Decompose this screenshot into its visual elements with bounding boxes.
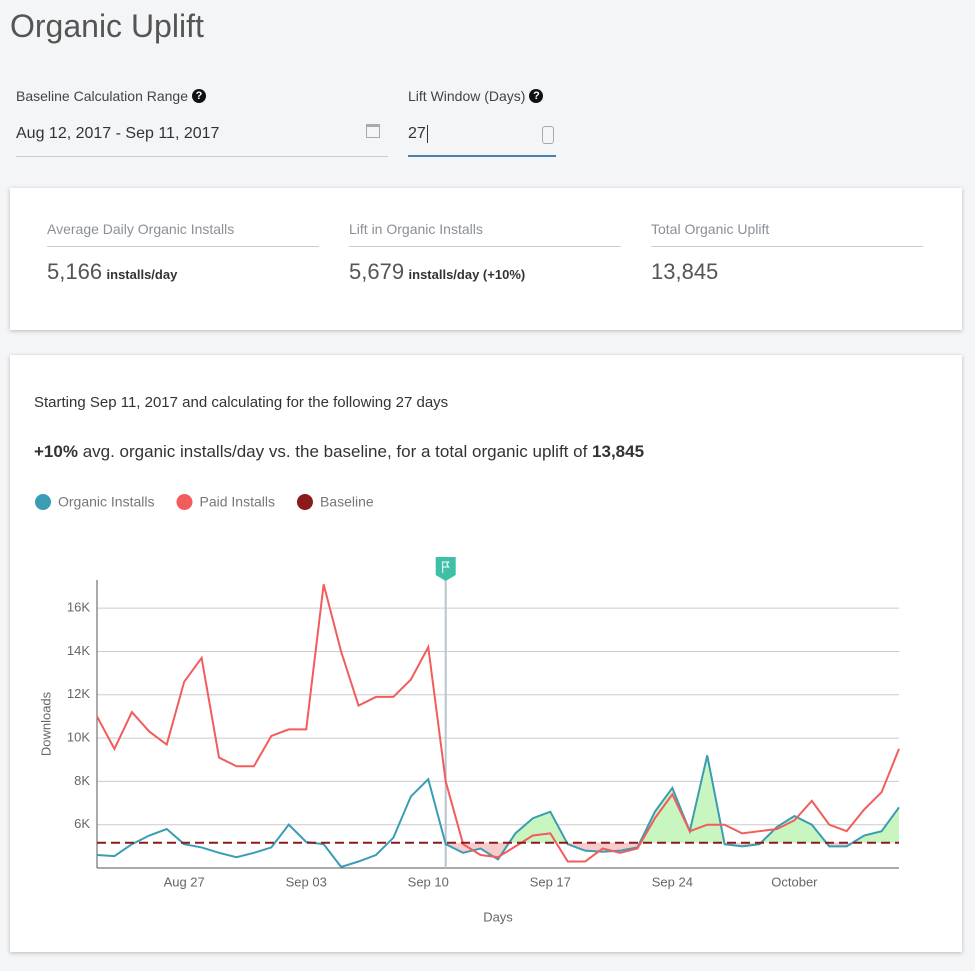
spinner[interactable] [542, 126, 554, 144]
lift-label: Lift Window (Days)? [408, 88, 544, 104]
stat-label: Lift in Organic Installs [349, 221, 621, 247]
x-tick-label: October [771, 874, 818, 889]
stats-card [10, 188, 962, 330]
legend-marker [176, 494, 193, 510]
legend-marker [35, 494, 51, 510]
start-flag [435, 557, 456, 581]
y-tick-label: 12K [67, 686, 90, 701]
series-line [96, 584, 900, 863]
legend-label: Paid Installs [199, 494, 274, 510]
summary-headline: +10% avg. organic installs/day vs. the b… [34, 442, 644, 462]
series-line [96, 755, 900, 869]
calendar-icon[interactable] [366, 124, 380, 138]
stat: Lift in Organic Installs 5,679 installs/… [349, 221, 621, 285]
baseline-label: Baseline Calculation Range? [16, 88, 206, 104]
stat: Total Organic Uplift 13,845 [651, 221, 923, 285]
input-underline [16, 156, 388, 157]
flag-icon [442, 561, 450, 573]
help-icon[interactable]: ? [529, 89, 544, 103]
stat-label: Average Daily Organic Installs [47, 221, 319, 247]
input-underline [408, 155, 556, 157]
y-tick-label: 6K [74, 816, 90, 831]
lift-window[interactable]: 27 [408, 125, 428, 143]
x-tick-label: Aug 27 [164, 874, 205, 889]
y-tick-label: 8K [74, 773, 90, 788]
total-uplift: 13,845 [592, 442, 645, 461]
summary-line: Starting Sep 11, 2017 and calculating fo… [34, 394, 449, 411]
legend-label: Baseline [320, 494, 374, 510]
y-tick-label: 14K [67, 643, 90, 658]
x-tick-label: Sep 17 [530, 874, 571, 889]
baseline-range[interactable]: Aug 12, 2017 - Sep 11, 2017 [16, 125, 220, 142]
y-tick-label: 16K [67, 600, 90, 615]
x-tick-label: Sep 03 [286, 874, 327, 889]
stat-value: 13,845 [651, 259, 719, 284]
uplift-area [445, 755, 899, 843]
y-axis-title: Downloads [38, 691, 53, 756]
stat-value: 5,679 [349, 259, 405, 284]
legend-label: Organic Installs [58, 494, 154, 510]
stat-unit: installs/day [106, 267, 178, 282]
page-title: Organic Uplift [10, 8, 204, 44]
legend-marker [296, 494, 313, 510]
label-text: Baseline Calculation Range [16, 88, 188, 104]
stat-value: 5,166 [47, 259, 103, 284]
x-tick-label: Sep 10 [408, 874, 449, 889]
lift-percent: +10% [34, 442, 78, 461]
stat: Average Daily Organic Installs 5,166 ins… [47, 221, 319, 285]
deficit-area [445, 842, 899, 860]
x-tick-label: Sep 24 [652, 874, 693, 889]
label-text: Lift Window (Days) [408, 88, 526, 104]
x-axis-title: Days [483, 909, 513, 924]
stat-unit: installs/day (+10%) [408, 267, 526, 282]
help-icon[interactable]: ? [192, 89, 206, 103]
summary-text: avg. organic installs/day vs. the baseli… [82, 442, 588, 461]
stat-label: Total Organic Uplift [651, 221, 923, 247]
y-tick-label: 10K [67, 730, 90, 745]
